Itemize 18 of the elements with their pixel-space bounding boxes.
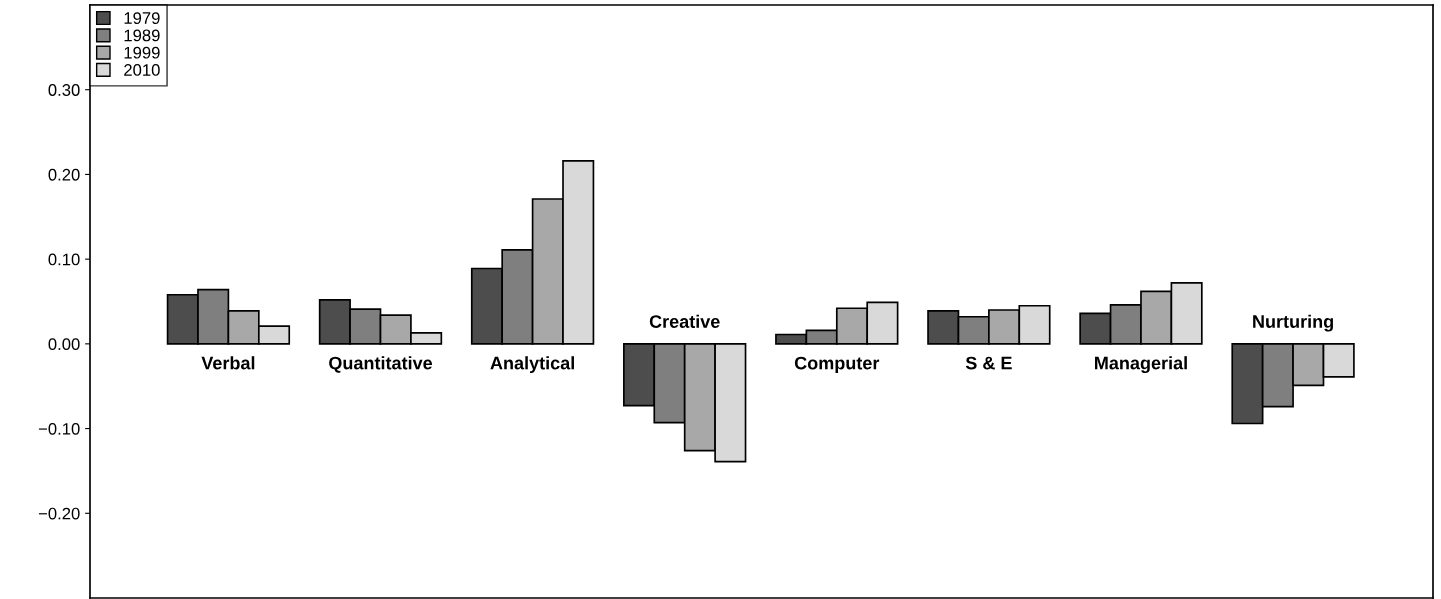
x-tick-label: Quantitative: [329, 356, 433, 373]
y-tick-label: −0.20: [38, 507, 80, 520]
y-tick-label: 0.20: [48, 168, 80, 181]
y-tick-label: 0.30: [48, 84, 80, 96]
x-tick-label: S & E: [965, 356, 1012, 370]
legend-label: 1989: [124, 29, 160, 42]
y-tick-label: 0.10: [48, 253, 80, 266]
x-tick-label: Computer: [794, 356, 880, 374]
x-tick-label: Nurturing: [1253, 314, 1333, 332]
legend-label: 1999: [124, 46, 160, 59]
x-tick-label: Managerial: [1095, 356, 1187, 374]
x-tick-label: Creative: [649, 314, 720, 328]
x-tick-label: Analytical: [490, 356, 574, 374]
legend-label: 1979: [124, 12, 160, 24]
y-tick-label: −0.10: [38, 422, 80, 435]
y-tick-label: 0.00: [48, 338, 80, 351]
legend-label: 2010: [124, 64, 160, 76]
x-tick-label: Verbal: [201, 356, 255, 370]
